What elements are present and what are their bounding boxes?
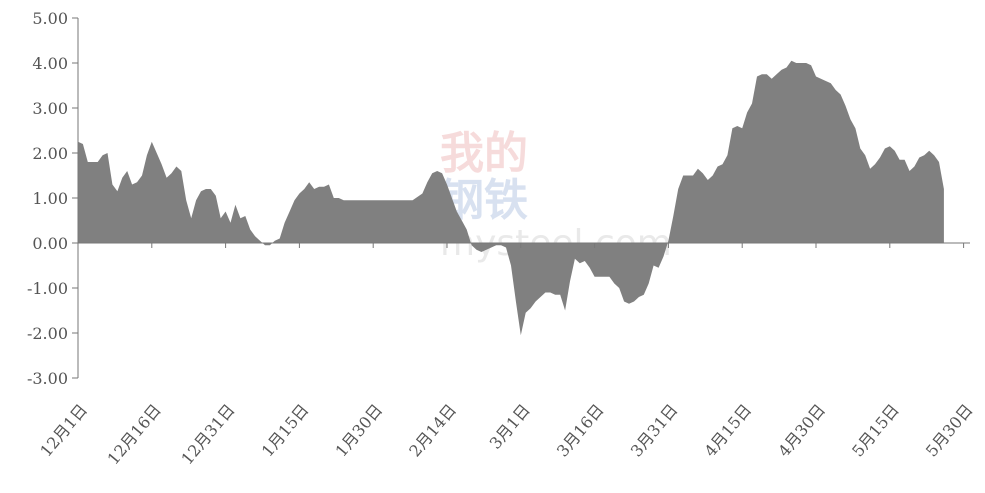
watermark-line1: 我的 bbox=[440, 128, 528, 179]
y-tick-label: 3.00 bbox=[32, 99, 68, 118]
y-tick-label: 2.00 bbox=[32, 144, 68, 163]
x-tick-label: 12月1日 bbox=[36, 400, 91, 460]
x-tick-label: 2月14日 bbox=[405, 400, 460, 460]
y-axis-ticks: 5.00 4.00 3.00 2.00 1.00 0.00 -1.00 -2.00 -3.00 bbox=[27, 9, 78, 388]
x-tick-label: 5月30日 bbox=[922, 400, 977, 460]
y-tick-label: 0.00 bbox=[32, 234, 68, 253]
y-tick-label: 4.00 bbox=[32, 54, 68, 73]
y-tick-label: 5.00 bbox=[32, 9, 68, 28]
y-tick-label: -2.00 bbox=[27, 324, 68, 343]
x-tick-label: 4月30日 bbox=[774, 400, 829, 460]
x-tick-label: 12月16日 bbox=[104, 400, 165, 468]
x-tick-label: 3月1日 bbox=[486, 400, 534, 452]
x-tick-label: 12月31日 bbox=[177, 400, 238, 468]
x-tick-label: 4月15日 bbox=[701, 400, 756, 460]
x-tick-label: 3月16日 bbox=[553, 400, 608, 460]
y-tick-label: -3.00 bbox=[27, 369, 68, 388]
area-series bbox=[78, 60, 944, 336]
y-tick-label: 1.00 bbox=[32, 189, 68, 208]
x-tick-label: 5月15日 bbox=[848, 400, 903, 460]
x-axis-ticks: 12月1日 12月16日 12月31日 1月15日 1月30日 2月14日 3月1日 3月16… bbox=[36, 243, 977, 468]
x-tick-label: 1月15日 bbox=[258, 400, 313, 460]
x-tick-label: 1月30日 bbox=[332, 400, 387, 460]
x-tick-label: 3月31日 bbox=[627, 400, 682, 460]
y-tick-label: -1.00 bbox=[27, 279, 68, 298]
